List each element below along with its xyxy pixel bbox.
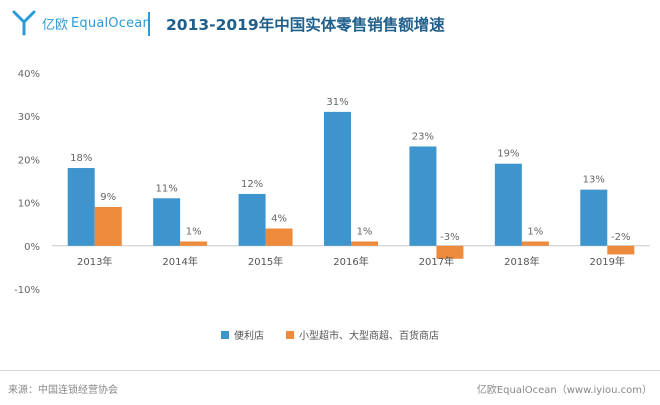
x-tick-label: 2014年	[162, 255, 197, 268]
bar-supermarkets	[607, 245, 635, 255]
y-tick-label: 0%	[24, 242, 40, 253]
data-label: 1%	[527, 226, 543, 237]
y-tick-label: 10%	[18, 199, 40, 210]
x-tick-label: 2017年	[419, 255, 454, 268]
data-label: 19%	[497, 149, 519, 160]
legend: 便利店 小型超市、大型商超、百货商店	[0, 327, 660, 342]
footer-divider	[0, 370, 660, 371]
bar-supermarkets	[351, 241, 378, 246]
legend-label-convenience: 便利店	[234, 331, 264, 342]
bar-convenience	[153, 198, 181, 246]
legend-item-supermarkets: 小型超市、大型商超、百货商店	[286, 327, 439, 342]
data-label: 4%	[271, 214, 287, 225]
source-note: 来源：中国连锁经营协会	[8, 385, 118, 396]
y-tick-label: 40%	[18, 69, 40, 80]
data-label: 18%	[70, 153, 92, 164]
data-label: 1%	[357, 226, 373, 237]
bar-convenience	[580, 189, 608, 246]
bar-convenience	[67, 168, 95, 246]
legend-label-supermarkets: 小型超市、大型商超、百货商店	[299, 331, 439, 342]
bar-chart: 40% 30% 20% 10% 0% -10% 18% 9% 2013年 11% 1% 2014年 12…	[14, 69, 650, 296]
data-label: -3%	[440, 232, 459, 243]
bar-supermarkets	[180, 241, 208, 246]
data-label: 9%	[100, 192, 116, 203]
bar-supermarkets	[521, 241, 549, 246]
data-label: 11%	[156, 183, 178, 194]
x-tick-label: 2013年	[77, 255, 112, 268]
x-tick-label: 2019年	[590, 255, 625, 268]
header: 亿欧 EqualOcean 2013-2019年中国实体零售销售额增速	[0, 0, 660, 56]
bar-convenience	[494, 163, 522, 246]
legend-swatch-convenience	[221, 330, 229, 339]
bar-supermarkets	[265, 228, 293, 246]
brand-name-en: EqualOcean	[71, 15, 151, 31]
data-label: 23%	[412, 131, 434, 142]
brand-logo: 亿欧 EqualOcean	[12, 10, 151, 36]
bar-convenience	[324, 111, 351, 246]
x-tick-label: 2015年	[248, 255, 283, 268]
brand-name-cn: 亿欧	[42, 17, 69, 33]
y-tick-label: 20%	[18, 155, 40, 166]
page-title: 2013-2019年中国实体零售销售额增速	[166, 16, 445, 34]
bar-supermarkets	[436, 245, 464, 259]
header-divider	[148, 12, 150, 36]
legend-swatch-supermarkets	[286, 330, 294, 339]
bar-convenience	[409, 146, 437, 246]
bar-supermarkets	[94, 206, 122, 246]
data-label: 12%	[241, 179, 263, 190]
x-tick-label: 2018年	[504, 255, 539, 268]
data-label: 13%	[583, 175, 605, 186]
x-tick-label: 2016年	[333, 255, 368, 268]
y-tick-label: 30%	[18, 112, 40, 123]
data-label: -2%	[611, 232, 630, 243]
y-tick-label: -10%	[14, 285, 40, 296]
bar-convenience	[238, 193, 266, 246]
data-label: 31%	[326, 97, 348, 108]
credit-note: 亿欧EqualOcean（www.iyiou.com）	[476, 385, 652, 396]
data-label: 1%	[186, 226, 202, 237]
equalocean-logo-icon	[12, 10, 36, 36]
legend-item-convenience: 便利店	[221, 327, 264, 342]
